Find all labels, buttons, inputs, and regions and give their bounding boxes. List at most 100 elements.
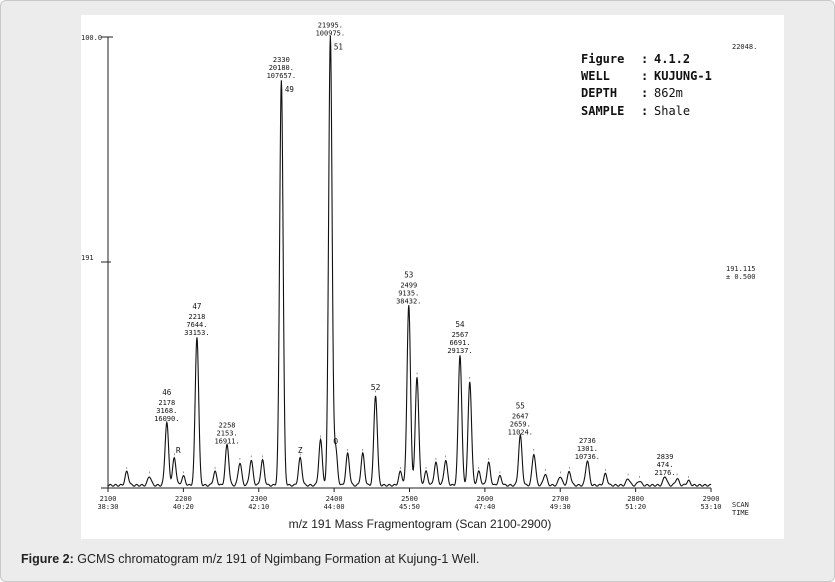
chromatogram-chart: 100.0 191 22048. 191.115 ± 0.500 SCAN TI… [81, 21, 757, 531]
minor-peak-marker: ' [604, 469, 608, 476]
peak-number-label: 54 [455, 320, 465, 329]
minor-peak-marker: ' [125, 466, 129, 473]
info-value-figure: 4.1.2 [654, 52, 690, 66]
minor-peak-marker: ' [346, 448, 350, 455]
minor-peak-marker: ' [298, 453, 302, 460]
minor-peak-marker: ' [249, 455, 253, 462]
info-value-sample: Shale [654, 104, 690, 118]
info-key-well: WELL [581, 69, 610, 83]
peak-number-label: 49 [285, 85, 294, 94]
x-tick-scan-label: 2200 [175, 495, 192, 503]
info-key-figure: Figure [581, 52, 624, 66]
caption-label: Figure 2: [21, 552, 74, 566]
minor-peak-marker: ' [434, 457, 438, 464]
peak-number-label: 53 [404, 271, 413, 280]
info-key-depth: DEPTH [581, 86, 617, 100]
minor-peak-marker: ' [148, 471, 152, 478]
minor-peak-marker: ' [182, 471, 186, 478]
peak-annotation-line: 2178 [158, 399, 175, 407]
minor-peak-label: 52 [371, 383, 381, 392]
x-tick-scan-label: 2400 [326, 495, 343, 503]
minor-peak-marker: ' [213, 466, 217, 473]
minor-peak-marker: ' [477, 466, 481, 473]
y-top-label: 100.0 [81, 34, 102, 42]
ion-label-1: 191.115 [726, 265, 756, 273]
minor-peak-marker: ' [638, 475, 642, 482]
x-tick-time-label: 40:20 [173, 503, 194, 511]
x-tick-scan-label: 2600 [476, 495, 493, 503]
x-axis-end-label-scan: SCAN [732, 501, 749, 509]
peak-annotation-line: 2499 [400, 282, 417, 290]
peak-annotation-line: 38432. [396, 298, 421, 306]
peak-annotation-line: 6691. [449, 339, 470, 347]
x-tick-scan-label: 2300 [250, 495, 267, 503]
minor-peak-marker: ' [424, 466, 428, 473]
peak-annotation-line: 11024. [508, 428, 533, 436]
minor-peak-marker: ' [173, 453, 177, 460]
minor-peak-marker: ' [319, 435, 323, 442]
caption-text: GCMS chromatogram m/z 191 of Ngimbang Fo… [77, 552, 480, 566]
peak-annotation-line: 2647 [512, 412, 529, 420]
info-sep-figure: : [641, 52, 648, 66]
peak-annotation-line: 107657. [267, 72, 297, 80]
peak-number-label: 51 [334, 42, 343, 51]
minor-peak-marker: ' [334, 444, 338, 451]
peak-annotation-line: 2153. [217, 429, 238, 437]
peak-annotation-line: 16911. [214, 437, 239, 445]
peak-annotation-line: 9135. [398, 290, 419, 298]
peak-annotation-line: 2218 [189, 313, 206, 321]
minor-peak-marker: ' [261, 455, 265, 462]
minor-peak-marker: ' [626, 473, 630, 480]
info-key-sample: SAMPLE [581, 104, 624, 118]
peak-annotation-line: 29137. [447, 347, 472, 355]
minor-peak-marker: ' [498, 471, 502, 478]
peak-annotation-line: 33153. [184, 329, 209, 337]
peak-annotation-line: 2330 [273, 56, 290, 64]
minor-peak-label: Z [298, 446, 303, 455]
y-mid-label: 191 [81, 254, 94, 262]
minor-peak-marker: ' [444, 455, 448, 462]
peak-annotation-line: 2258 [219, 421, 236, 429]
minor-peak-marker: ' [558, 471, 562, 478]
peak-annotation-line: 1301. [577, 445, 598, 453]
info-sep-well: : [641, 69, 648, 83]
x-tick-scan-label: 2100 [100, 495, 117, 503]
x-tick-time-label: 51:20 [625, 503, 646, 511]
x-tick-time-label: 47:40 [474, 503, 495, 511]
x-tick-time-label: 53:10 [700, 503, 721, 511]
peak-label: 21995.100975. 51 [316, 21, 346, 51]
minor-peak-label: R [176, 446, 181, 455]
x-tick-scan-label: 2700 [552, 495, 569, 503]
peak-annotation-line: 474. [657, 461, 674, 469]
minor-peak-marker: ' [487, 457, 491, 464]
minor-peak-marker: ' [361, 448, 365, 455]
peak-number-label: 55 [516, 401, 525, 410]
peak-annotation-line: 2839 [657, 453, 674, 461]
chromatogram-panel: 100.0 191 22048. 191.115 ± 0.500 SCAN TI… [81, 15, 784, 539]
info-sep-depth: : [641, 86, 648, 100]
minor-peak-marker: ' [543, 469, 547, 476]
x-axis-end-label-time: TIME [732, 509, 749, 517]
peak-annotation-line: 7644. [186, 321, 207, 329]
peak-annotation-line: 10736. [575, 453, 600, 461]
peak-annotation-line: 100975. [316, 29, 346, 37]
ion-label-2: ± 0.500 [726, 273, 756, 281]
minor-peak-marker: ' [532, 448, 536, 455]
peak-annotation-line: 3168. [156, 407, 177, 415]
peak-number-label: 46 [162, 388, 172, 397]
x-tick-scan-label: 2500 [401, 495, 418, 503]
top-right-label: 22048. [732, 43, 757, 51]
x-tick-scan-label: 2900 [703, 495, 720, 503]
x-tick-time-label: 49:30 [550, 503, 571, 511]
info-value-well: KUJUNG-1 [654, 69, 712, 83]
minor-peak-marker: ' [687, 475, 691, 482]
peak-annotation-line: 2176. [654, 469, 675, 477]
minor-peak-marker: ' [468, 376, 472, 383]
x-tick-time-label: 38:30 [97, 503, 118, 511]
